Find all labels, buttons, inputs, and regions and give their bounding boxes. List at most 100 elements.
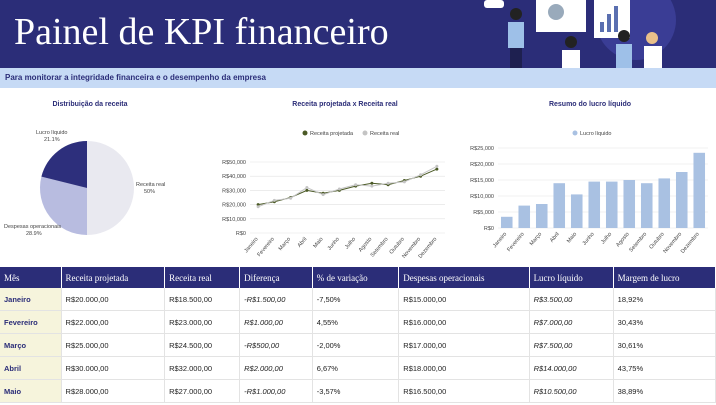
table-cell: 30,61% <box>613 333 716 357</box>
slice-value: 21.1% <box>44 137 60 143</box>
y-tick-label: R$10,000 <box>222 217 246 223</box>
chart-title: Receita projetada x Receita real <box>292 101 397 108</box>
slice-label: Lucro líquido <box>36 130 68 136</box>
point <box>305 186 309 190</box>
table-cell: Maio <box>0 379 62 403</box>
table-cell: R$10.500,00 <box>529 379 614 403</box>
slice-label: Receita real <box>136 182 165 188</box>
legend-marker <box>302 130 308 136</box>
header: Painel de KPI financeiro <box>0 0 716 68</box>
bar <box>658 178 671 228</box>
column-header: Lucro líquido <box>529 267 614 288</box>
table-cell: R$24.500,00 <box>164 333 241 357</box>
bar <box>535 204 548 228</box>
y-tick-label: R$15,000 <box>470 178 494 184</box>
table-cell: Abril <box>0 356 62 380</box>
table-cell: R$2.000,00 <box>239 356 313 380</box>
table-cell: R$20.000,00 <box>61 288 166 311</box>
y-tick-label: R$30,000 <box>222 188 246 194</box>
table-cell: -3,57% <box>312 379 400 403</box>
x-tick-label: Junho <box>327 236 341 251</box>
table-cell: R$32.000,00 <box>164 356 241 380</box>
y-tick-label: R$50,000 <box>222 160 246 166</box>
table-cell: R$28.000,00 <box>61 379 166 403</box>
table-cell: R$1.000,00 <box>239 310 313 334</box>
x-tick-label: Abril <box>297 236 309 248</box>
table-cell: R$23.000,00 <box>164 310 241 334</box>
table-cell: -R$1.500,00 <box>239 288 313 311</box>
table-cell: -R$500,00 <box>239 333 313 357</box>
pie-slice <box>41 141 87 188</box>
title: Painel de KPI financeiro <box>14 11 389 53</box>
line <box>257 165 438 208</box>
x-tick-label: Janeiro <box>243 236 259 254</box>
bar <box>588 181 601 228</box>
x-tick-label: Setembro <box>628 231 648 253</box>
point <box>370 181 374 185</box>
table-cell: 4,55% <box>312 310 400 334</box>
slice-value: 28.9% <box>26 231 42 237</box>
column-header: Margem de lucro <box>613 267 716 288</box>
x-tick-label: Maio <box>312 236 324 249</box>
pie-slice <box>87 141 134 235</box>
table-row: Maio R$28.000,00 R$27.000,00 -R$1.000,00 -3,… <box>0 379 716 403</box>
table-cell: -2,00% <box>312 333 400 357</box>
point <box>386 181 390 185</box>
x-tick-label: Agosto <box>358 236 374 253</box>
pie-slice <box>39 176 87 235</box>
table-cell: 43,75% <box>613 356 716 380</box>
table-cell: R$14.000,00 <box>529 356 614 380</box>
table-row: Março R$25.000,00 R$24.500,00 -R$500,00 -2,0… <box>0 333 716 357</box>
point <box>337 187 341 191</box>
x-tick-label: Abril <box>549 231 561 243</box>
x-tick-label: Dezembro <box>680 231 701 254</box>
bar <box>553 183 566 228</box>
x-tick-label: Junho <box>582 231 596 246</box>
y-tick-label: R$10,000 <box>470 194 494 200</box>
chart-title: Resumo do lucro líquido <box>549 101 631 108</box>
table-cell: R$7.500,00 <box>529 333 614 357</box>
table-cell: R$30.000,00 <box>61 356 166 380</box>
slice-label: Despesas operacionais <box>4 224 61 230</box>
table-cell: 30,43% <box>613 310 716 334</box>
chart-title: Distribuição da receita <box>52 101 127 108</box>
column-header: Despesas operacionais <box>398 267 530 288</box>
point <box>435 164 439 168</box>
table-cell: R$27.000,00 <box>164 379 241 403</box>
point <box>354 183 358 187</box>
point <box>272 198 276 202</box>
table-cell: Fevereiro <box>0 310 62 334</box>
y-tick-label: R$5,000 <box>473 210 494 216</box>
table-row: Janeiro R$20.000,00 R$18.500,00 -R$1.500,00… <box>0 288 716 311</box>
x-tick-label: Maio <box>566 231 578 244</box>
column-header: Receita projetada <box>61 267 166 288</box>
y-tick-label: R$40,000 <box>222 174 246 180</box>
x-tick-label: Agosto <box>615 231 631 248</box>
table-cell: R$3.500,00 <box>529 288 614 311</box>
table-cell: R$16.000,00 <box>398 310 530 334</box>
bar <box>500 216 513 228</box>
bar <box>623 180 636 228</box>
table-cell: R$18.000,00 <box>398 356 530 380</box>
point <box>370 184 374 188</box>
bar <box>693 152 706 228</box>
bar <box>675 172 688 228</box>
x-tick-label: Outubro <box>648 231 665 250</box>
table-row: Abril R$30.000,00 R$32.000,00 R$2.000,00 6,6… <box>0 356 716 380</box>
legend-marker <box>362 130 368 136</box>
column-header: % de variação <box>312 267 400 288</box>
x-tick-label: Fevereiro <box>506 231 526 253</box>
table-cell: R$7.000,00 <box>529 310 614 334</box>
bar <box>605 181 618 228</box>
y-tick-label: R$25,000 <box>470 146 494 152</box>
y-tick-label: R$0 <box>236 231 246 237</box>
bar <box>570 194 583 228</box>
x-tick-label: Janeiro <box>492 231 508 249</box>
slice-value: 50% <box>144 189 155 195</box>
table-cell: 6,67% <box>312 356 400 380</box>
y-tick-label: R$20,000 <box>470 162 494 168</box>
point <box>305 188 309 192</box>
legend-label: Receita real <box>370 131 399 137</box>
x-tick-label: Fevereiro <box>256 236 276 258</box>
